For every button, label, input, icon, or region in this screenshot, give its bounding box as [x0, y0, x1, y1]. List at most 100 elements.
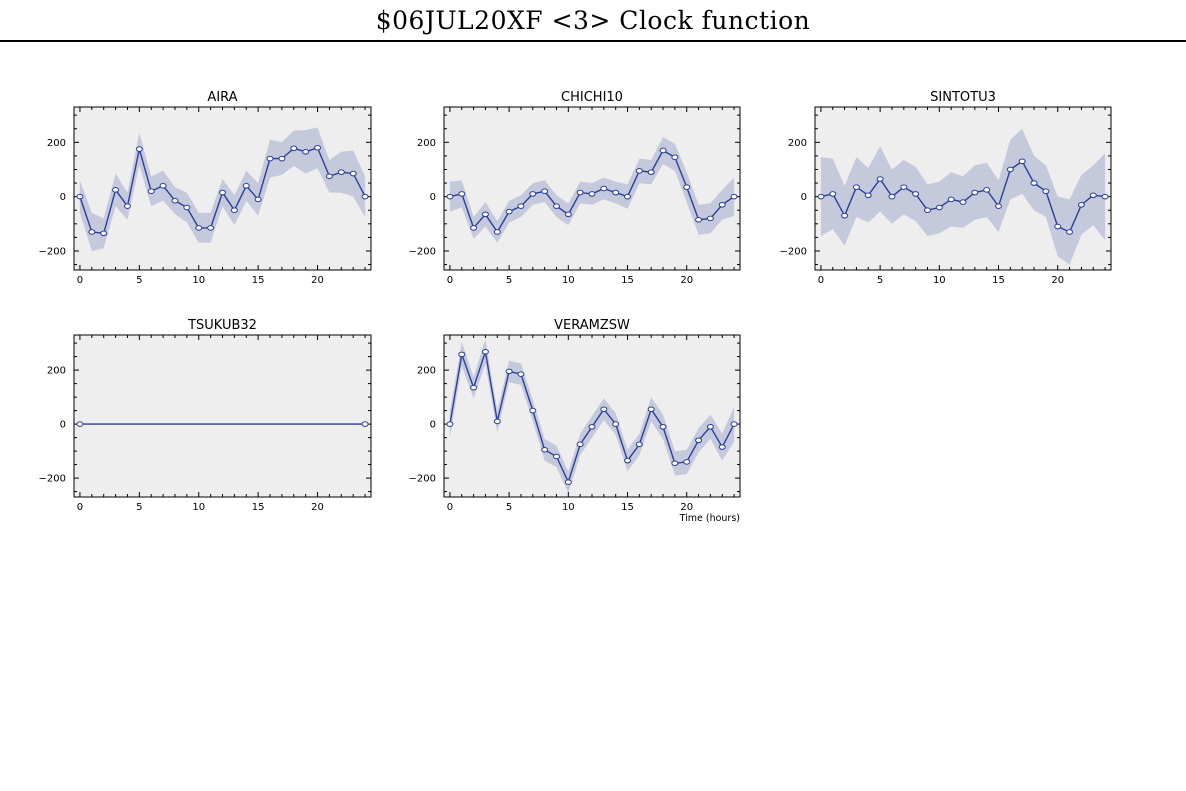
- data-point: [361, 193, 369, 200]
- x-tick-label: 0: [447, 502, 453, 513]
- y-tick-label: 0: [801, 192, 807, 203]
- data-point: [541, 446, 549, 453]
- chart-panel: 0 5 10 15 20 −200 0 200 CHICHI10: [409, 90, 741, 286]
- data-point: [76, 421, 84, 427]
- page-header: $06JUL20XF <3> Clock function: [0, 0, 1186, 42]
- x-tick-label: 15: [252, 275, 265, 286]
- x-tick-label: 0: [818, 275, 824, 286]
- data-point: [470, 225, 478, 231]
- data-point: [159, 182, 167, 189]
- x-tick-label: 20: [311, 502, 324, 513]
- x-axis-label: Time (hours): [679, 513, 740, 524]
- data-point: [1054, 223, 1062, 230]
- data-point: [1077, 202, 1085, 208]
- x-tick-label: 0: [447, 275, 453, 286]
- x-tick-label: 10: [933, 275, 946, 286]
- data-point: [971, 189, 979, 196]
- data-point: [695, 216, 703, 223]
- panel-title: SINTOTU3: [930, 90, 996, 105]
- data-point: [912, 191, 920, 197]
- x-tick-label: 0: [77, 275, 83, 286]
- error-band: [820, 128, 1106, 265]
- data-point: [564, 479, 572, 485]
- data-point: [325, 173, 333, 180]
- data-point: [923, 207, 931, 214]
- data-point: [959, 199, 967, 205]
- data-point: [446, 193, 454, 200]
- data-point: [361, 421, 369, 427]
- data-point: [624, 457, 632, 464]
- panel-title: TSUKUB32: [187, 318, 257, 333]
- x-tick-label: 0: [77, 502, 83, 513]
- data-point: [337, 169, 345, 175]
- data-point: [207, 225, 215, 231]
- chart-panel: 0 5 10 15 20 −200 0 200 VERAMZSW Time (hours): [409, 318, 741, 524]
- data-point: [718, 202, 726, 208]
- x-tick-label: 15: [621, 502, 634, 513]
- data-point: [1101, 193, 1109, 200]
- y-tick-label: 200: [417, 366, 436, 377]
- data-point: [576, 441, 584, 448]
- x-tick-label: 5: [136, 275, 142, 286]
- data-point: [446, 421, 454, 427]
- data-point: [147, 188, 155, 195]
- data-point: [983, 187, 991, 193]
- data-point: [493, 418, 501, 425]
- x-tick-label: 5: [877, 275, 883, 286]
- data-point: [171, 197, 179, 204]
- data-point: [706, 215, 714, 222]
- data-point: [864, 192, 872, 199]
- x-tick-label: 10: [562, 275, 575, 286]
- data-point: [481, 348, 489, 355]
- x-tick-label: 20: [680, 502, 693, 513]
- data-point: [888, 193, 896, 200]
- data-point: [195, 225, 203, 231]
- data-point: [517, 203, 525, 209]
- x-tick-label: 5: [506, 275, 512, 286]
- data-point: [517, 371, 525, 377]
- data-point: [1042, 188, 1050, 195]
- y-tick-label: −200: [780, 246, 807, 257]
- data-point: [505, 368, 513, 375]
- data-point: [730, 421, 738, 427]
- y-tick-label: −200: [409, 246, 436, 257]
- panel-title: VERAMZSW: [554, 318, 630, 333]
- data-point: [230, 207, 238, 214]
- data-point: [219, 189, 226, 196]
- y-tick-label: 200: [788, 138, 807, 149]
- y-tick-label: 0: [430, 420, 436, 431]
- chart-panel: 0 5 10 15 20 −200 0 200 SINTOTU3: [780, 90, 1112, 286]
- data-point: [458, 351, 466, 358]
- data-point: [112, 187, 120, 193]
- data-point: [588, 424, 596, 430]
- data-point: [278, 155, 286, 162]
- y-tick-label: 0: [430, 192, 436, 203]
- data-point: [529, 191, 537, 197]
- y-tick-label: −200: [409, 474, 436, 485]
- y-tick-label: −200: [39, 474, 66, 485]
- panel-title: AIRA: [207, 90, 237, 105]
- data-point: [683, 459, 691, 465]
- data-point: [995, 203, 1003, 209]
- data-point: [1066, 229, 1074, 235]
- data-point: [718, 444, 726, 450]
- data-point: [183, 204, 191, 211]
- data-point: [947, 196, 955, 203]
- y-tick-label: 200: [417, 138, 436, 149]
- data-point: [123, 203, 131, 209]
- data-point: [493, 229, 501, 235]
- data-point: [600, 406, 608, 413]
- x-tick-label: 20: [311, 275, 324, 286]
- data-point: [135, 146, 143, 152]
- data-point: [505, 208, 513, 215]
- data-point: [100, 230, 108, 237]
- data-point: [612, 189, 620, 196]
- x-tick-label: 15: [252, 502, 265, 513]
- data-point: [706, 424, 714, 430]
- data-point: [852, 184, 860, 190]
- x-tick-label: 10: [562, 502, 575, 513]
- panel-title: CHICHI10: [561, 90, 623, 105]
- data-point: [671, 460, 679, 467]
- chart-panel: 0 5 10 15 20 −200 0 200 TSUKUB32: [39, 318, 372, 513]
- data-point: [266, 155, 274, 162]
